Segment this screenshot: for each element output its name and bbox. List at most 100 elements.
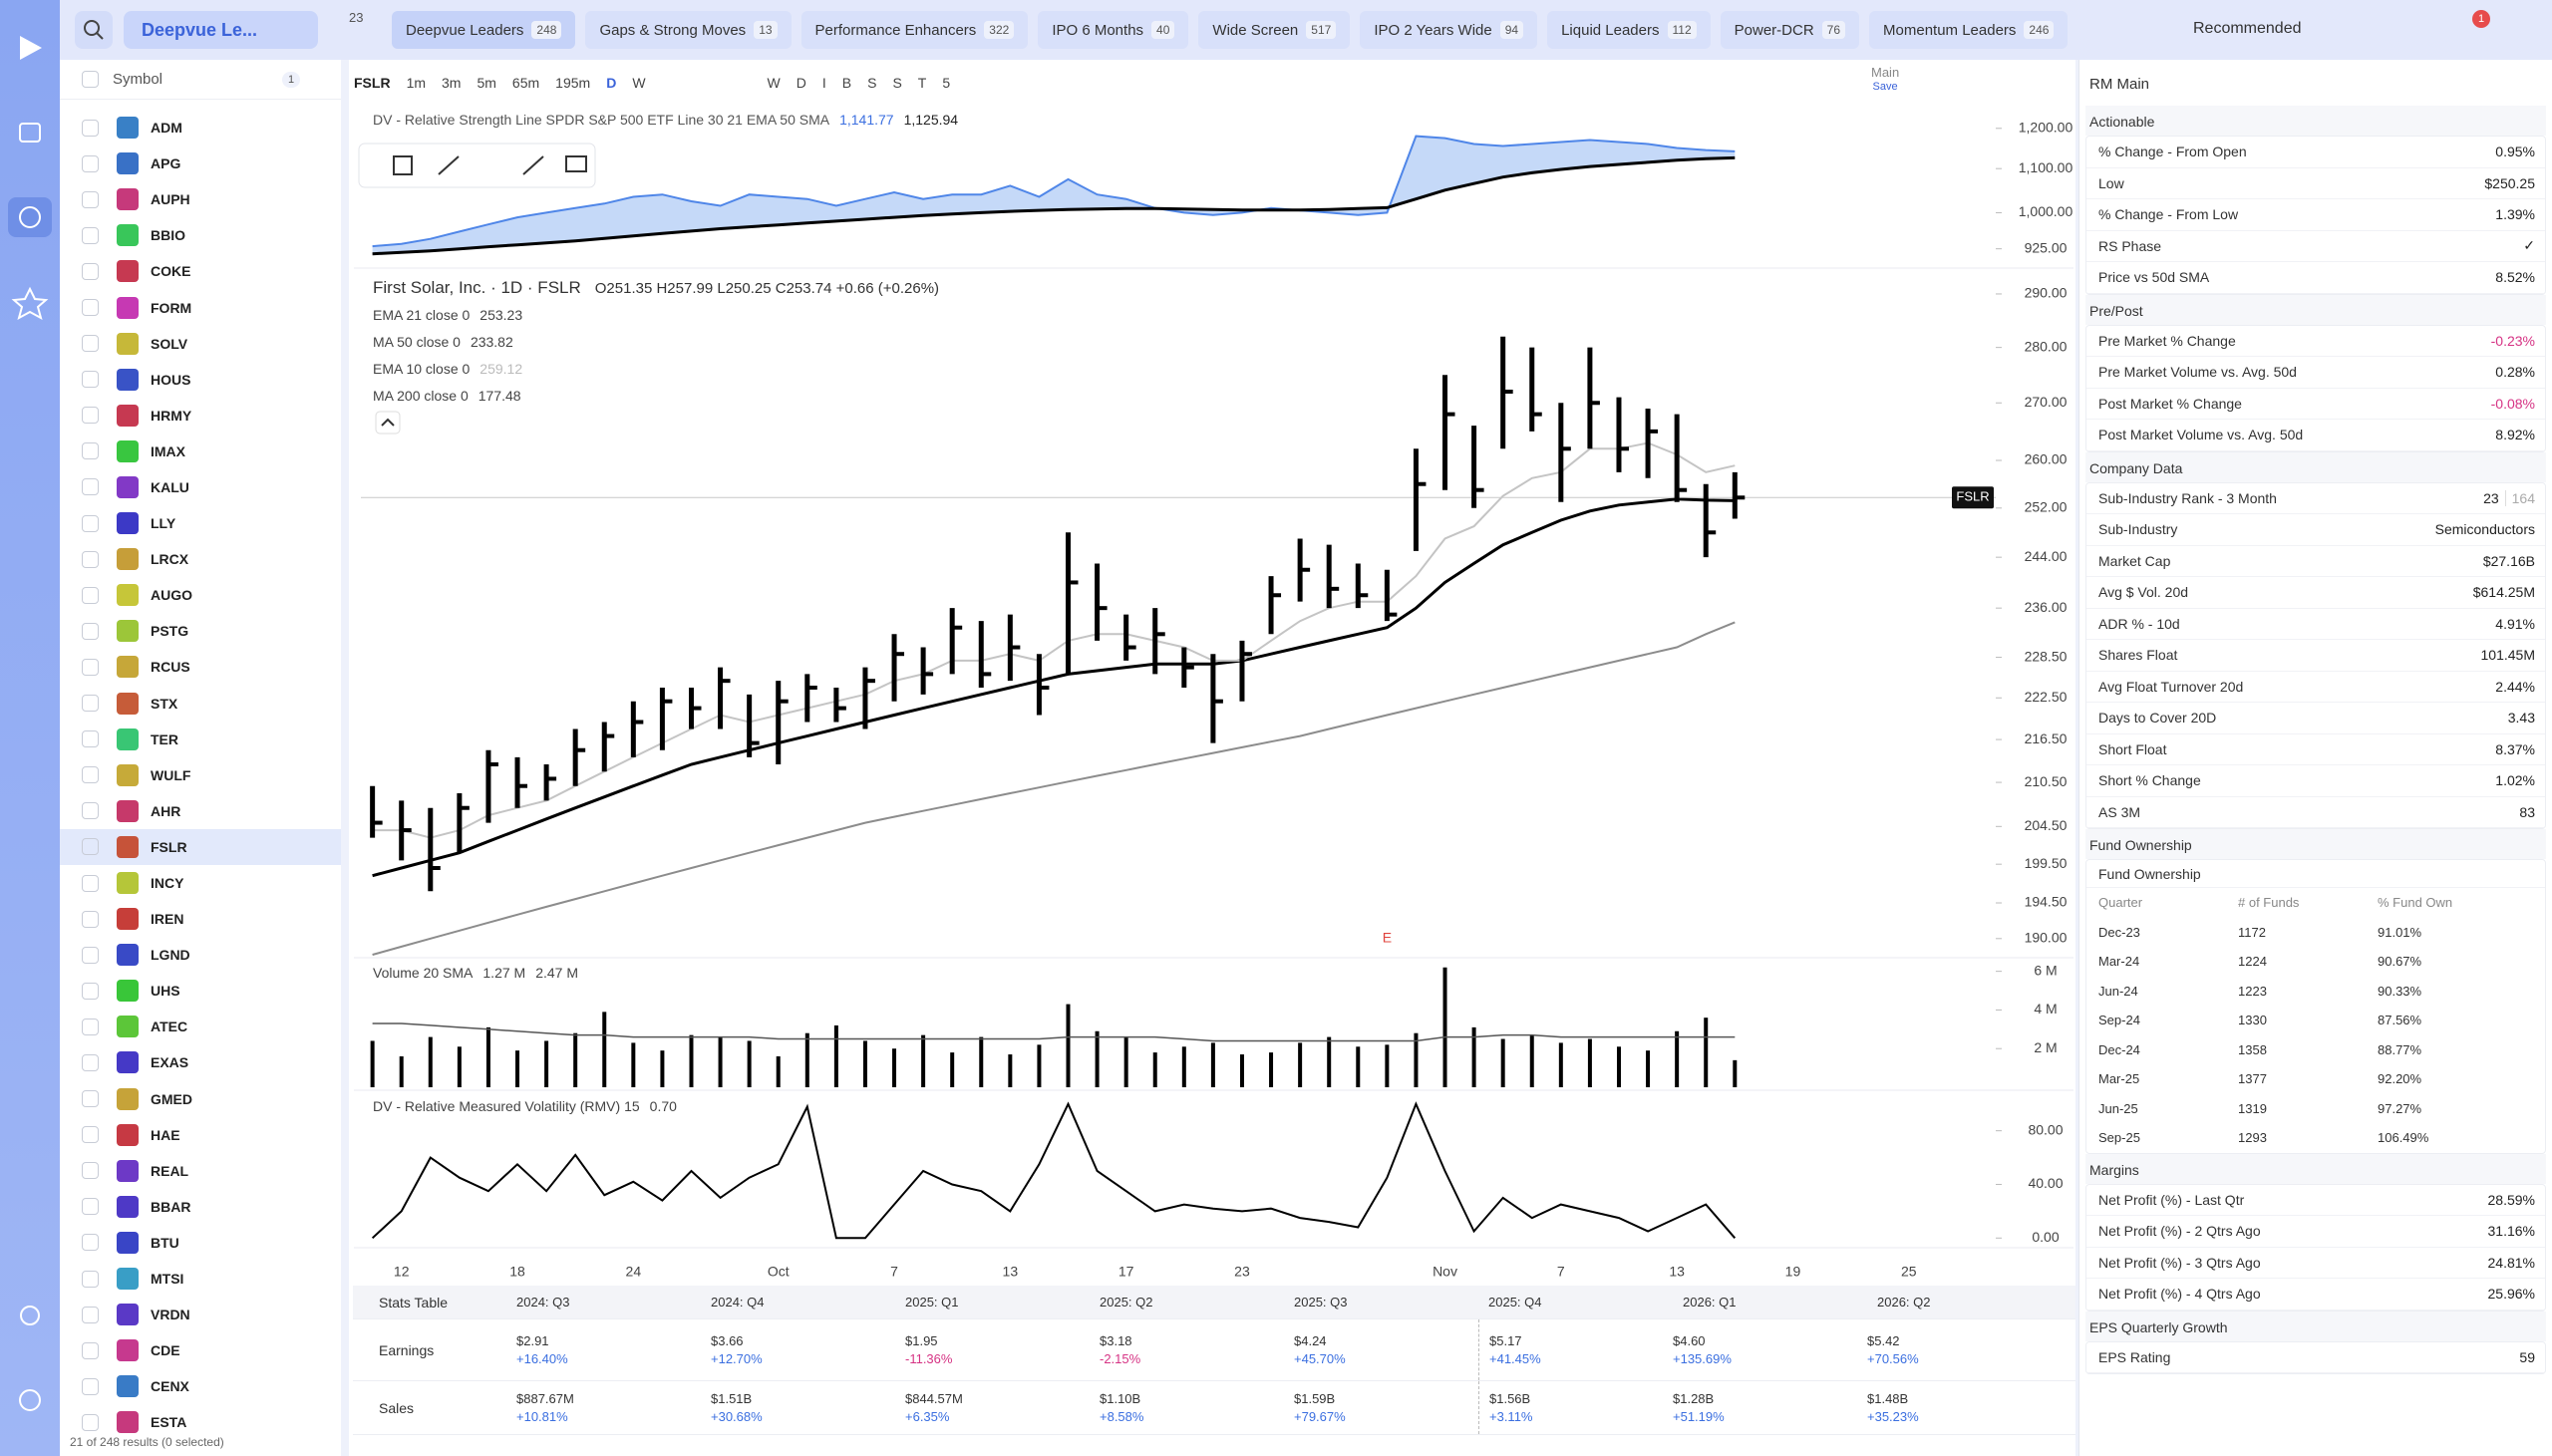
watchlist-row[interactable]: HAE <box>60 1117 341 1153</box>
checkbox[interactable] <box>82 550 99 568</box>
nav-icon[interactable] <box>20 1306 40 1325</box>
watchlist-row[interactable]: RCUS <box>60 649 341 685</box>
checkbox[interactable] <box>82 910 99 928</box>
save-button[interactable]: Save <box>1872 81 1898 93</box>
checkbox[interactable] <box>82 802 99 820</box>
nav-icon[interactable] <box>19 1389 41 1411</box>
tool[interactable]: I <box>821 75 826 91</box>
watchlist-row[interactable]: VRDN <box>60 1297 341 1332</box>
tab[interactable]: Momentum Leaders 246 <box>1869 11 2069 49</box>
watchlist-row[interactable]: AUGO <box>60 577 341 613</box>
watchlist-row[interactable]: IMAX <box>60 434 341 469</box>
watchlist-row[interactable]: AUPH <box>60 181 341 217</box>
watchlist-row[interactable]: BTU <box>60 1225 341 1261</box>
watchlist-row[interactable]: IREN <box>60 901 341 937</box>
watchlist-row[interactable]: EXAS <box>60 1044 341 1080</box>
checkbox[interactable] <box>82 1018 99 1035</box>
watchlist-row[interactable]: GMED <box>60 1081 341 1117</box>
watchlist-row[interactable]: BBAR <box>60 1189 341 1225</box>
nav-active[interactable] <box>8 197 52 237</box>
interval[interactable]: D <box>606 75 617 91</box>
watchlist-row[interactable]: CENX <box>60 1368 341 1404</box>
checkbox[interactable] <box>82 695 99 713</box>
tab[interactable]: Wide Screen 517 <box>1198 11 1351 49</box>
tool-icon[interactable] <box>438 155 460 175</box>
tab[interactable]: Gaps & Strong Moves 13 <box>585 11 792 49</box>
watchlist-row[interactable]: LRCX <box>60 541 341 577</box>
watchlist-row[interactable]: MTSI <box>60 1261 341 1297</box>
checkbox[interactable] <box>82 1413 99 1431</box>
search-button[interactable] <box>74 10 114 50</box>
checkbox[interactable] <box>82 1377 99 1395</box>
watchlist-row[interactable]: SOLV <box>60 326 341 362</box>
watchlist-row[interactable]: KALU <box>60 469 341 505</box>
tool[interactable]: 5 <box>942 75 951 91</box>
tool[interactable]: S <box>867 75 877 91</box>
tool[interactable]: D <box>796 75 806 91</box>
checkbox[interactable] <box>82 622 99 640</box>
watchlist-row[interactable]: HRMY <box>60 398 341 434</box>
watchlist-row[interactable]: AHR <box>60 793 341 829</box>
tool[interactable]: B <box>841 75 852 91</box>
watchlist-row[interactable]: ESTA <box>60 1404 341 1440</box>
checkbox[interactable] <box>82 226 99 244</box>
checkbox[interactable] <box>82 262 99 280</box>
checkbox[interactable] <box>82 371 99 389</box>
sort-select[interactable]: Recommended <box>2193 20 2302 37</box>
interval[interactable]: 5m <box>477 75 496 91</box>
checkbox[interactable] <box>82 766 99 784</box>
tool-icon[interactable] <box>565 155 587 172</box>
tab[interactable]: IPO 2 Years Wide 94 <box>1360 11 1538 49</box>
watchlist-row[interactable]: LLY <box>60 505 341 541</box>
tool[interactable]: W <box>767 75 781 91</box>
checkbox[interactable] <box>82 838 99 856</box>
tool-icon[interactable] <box>393 155 413 175</box>
interval[interactable]: 1m <box>406 75 427 91</box>
checkbox[interactable] <box>82 1341 99 1359</box>
checkbox[interactable] <box>82 730 99 748</box>
watchlist-row[interactable]: WULF <box>60 757 341 793</box>
tool[interactable]: T <box>917 75 927 91</box>
checkbox[interactable] <box>82 586 99 604</box>
checkbox[interactable] <box>82 119 99 137</box>
watchlist-row[interactable]: CDE <box>60 1332 341 1368</box>
checkbox[interactable] <box>82 1162 99 1180</box>
watchlist-row[interactable]: UHS <box>60 973 341 1009</box>
tab[interactable]: Power-DCR 76 <box>1720 11 1860 49</box>
watchlist-row[interactable]: INCY <box>60 865 341 901</box>
tool[interactable]: S <box>892 75 902 91</box>
toolbar-symbol[interactable]: FSLR <box>354 75 391 91</box>
checkbox[interactable] <box>82 299 99 317</box>
checkbox[interactable] <box>82 1053 99 1071</box>
checkbox[interactable] <box>82 1126 99 1144</box>
checkbox[interactable] <box>82 1198 99 1216</box>
checkbox[interactable] <box>82 514 99 532</box>
collapse-button[interactable] <box>375 411 401 435</box>
interval[interactable]: W <box>632 75 646 91</box>
checkbox[interactable] <box>82 154 99 172</box>
watchlist-row[interactable]: ADM <box>60 110 341 146</box>
nav-icon[interactable] <box>19 206 41 228</box>
checkbox[interactable] <box>82 1270 99 1288</box>
checkbox[interactable] <box>82 1090 99 1108</box>
checkbox[interactable] <box>82 478 99 496</box>
watchlist-row[interactable]: APG <box>60 146 341 181</box>
watchlist-row[interactable]: FORM <box>60 289 341 325</box>
nav-icon[interactable] <box>11 286 49 321</box>
checkbox[interactable] <box>82 71 99 88</box>
watchlist-row[interactable]: HOUS <box>60 362 341 398</box>
interval[interactable]: 3m <box>442 75 462 91</box>
checkbox[interactable] <box>82 874 99 892</box>
checkbox[interactable] <box>82 190 99 208</box>
checkbox[interactable] <box>82 335 99 353</box>
layout-select[interactable]: Main Save <box>1871 66 1899 94</box>
watchlist-row[interactable]: FSLR <box>60 828 341 865</box>
panel-title[interactable]: RM Main <box>2089 76 2150 93</box>
checkbox[interactable] <box>82 658 99 676</box>
nav-icon[interactable] <box>19 123 41 143</box>
watchlist-row[interactable]: BBIO <box>60 217 341 253</box>
watchlist-row[interactable]: PSTG <box>60 613 341 649</box>
watchlist-row[interactable]: REAL <box>60 1153 341 1189</box>
checkbox[interactable] <box>82 982 99 1000</box>
watchlist-row[interactable]: LGND <box>60 937 341 973</box>
